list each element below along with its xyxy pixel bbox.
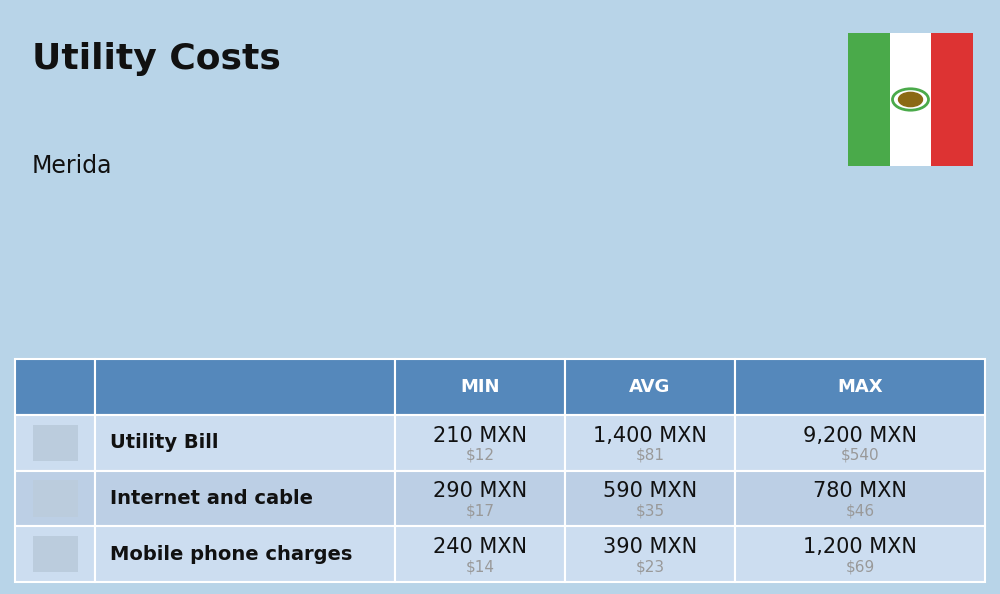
Text: Mobile phone charges: Mobile phone charges [110,545,352,564]
Text: 210 MXN: 210 MXN [433,426,527,446]
FancyBboxPatch shape [565,415,735,470]
FancyBboxPatch shape [931,33,973,166]
Text: 1,400 MXN: 1,400 MXN [593,426,707,446]
FancyBboxPatch shape [95,526,395,582]
Text: $81: $81 [636,448,664,463]
FancyBboxPatch shape [735,415,985,470]
FancyBboxPatch shape [395,526,565,582]
FancyBboxPatch shape [890,33,931,166]
FancyBboxPatch shape [848,33,890,166]
FancyBboxPatch shape [32,481,78,517]
Text: 290 MXN: 290 MXN [433,481,527,501]
Text: AVG: AVG [629,378,671,396]
FancyBboxPatch shape [395,470,565,526]
Text: 240 MXN: 240 MXN [433,537,527,557]
FancyBboxPatch shape [95,470,395,526]
Text: $14: $14 [466,559,494,574]
FancyBboxPatch shape [395,415,565,470]
FancyBboxPatch shape [565,470,735,526]
Text: $17: $17 [466,503,494,519]
FancyBboxPatch shape [565,526,735,582]
Text: 1,200 MXN: 1,200 MXN [803,537,917,557]
FancyBboxPatch shape [32,425,78,461]
FancyBboxPatch shape [15,470,95,526]
FancyBboxPatch shape [95,359,395,415]
Text: Internet and cable: Internet and cable [110,489,313,508]
Text: $35: $35 [635,503,665,519]
Circle shape [898,93,922,107]
FancyBboxPatch shape [735,359,985,415]
Text: $46: $46 [845,503,875,519]
Text: 390 MXN: 390 MXN [603,537,697,557]
FancyBboxPatch shape [32,536,78,573]
Text: Merida: Merida [32,154,112,178]
Text: $12: $12 [466,448,494,463]
Text: 9,200 MXN: 9,200 MXN [803,426,917,446]
Text: MIN: MIN [460,378,500,396]
FancyBboxPatch shape [395,359,565,415]
FancyBboxPatch shape [95,415,395,470]
Text: $540: $540 [841,448,879,463]
Text: MAX: MAX [837,378,883,396]
FancyBboxPatch shape [735,526,985,582]
Text: 780 MXN: 780 MXN [813,481,907,501]
Text: $69: $69 [845,559,875,574]
FancyBboxPatch shape [15,526,95,582]
Text: Utility Costs: Utility Costs [32,42,281,75]
FancyBboxPatch shape [15,415,95,470]
FancyBboxPatch shape [15,359,95,415]
Text: 590 MXN: 590 MXN [603,481,697,501]
Text: Utility Bill: Utility Bill [110,434,218,453]
Text: $23: $23 [635,559,665,574]
FancyBboxPatch shape [565,359,735,415]
FancyBboxPatch shape [735,470,985,526]
